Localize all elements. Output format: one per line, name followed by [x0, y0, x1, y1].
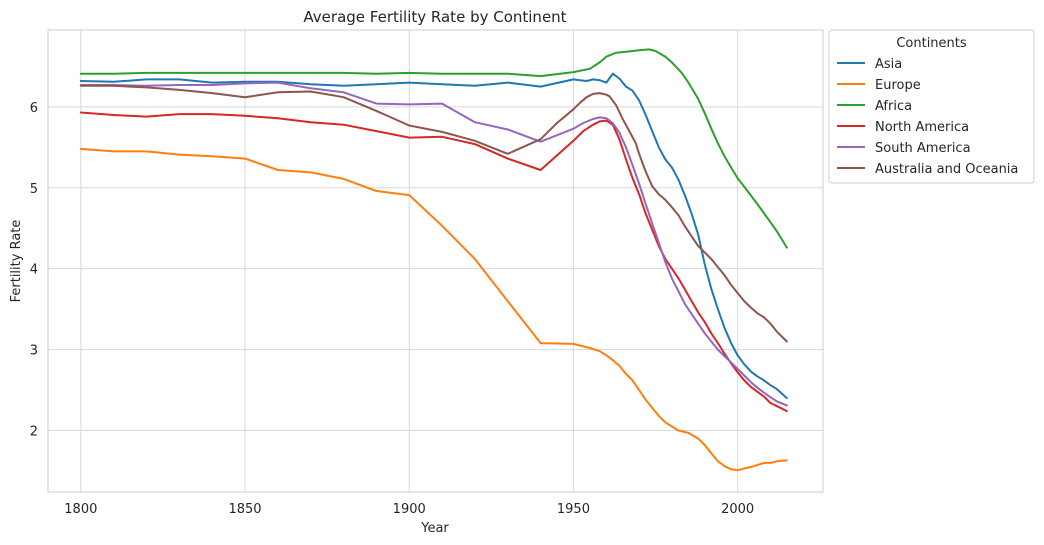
legend-label-south-america: South America — [875, 141, 971, 156]
series-line-asia — [79, 72, 788, 400]
series-line-australia-and-oceania — [79, 84, 788, 343]
plot-frame — [47, 29, 824, 493]
series-line-south-america — [79, 81, 788, 407]
x-tick-label-0: 1800 — [64, 502, 97, 517]
legend-label-asia: Asia — [875, 57, 902, 72]
x-tick-label-1: 1850 — [228, 502, 261, 517]
y-tick-label-3: 5 — [30, 182, 38, 197]
x-tick-label-4: 2000 — [721, 502, 754, 517]
legend-label-europe: Europe — [875, 78, 921, 93]
x-tick-label-2: 1900 — [393, 502, 426, 517]
y-tick-label-4: 6 — [30, 101, 38, 116]
x-axis-label: Year — [420, 521, 449, 536]
series-line-europe — [79, 147, 788, 472]
chart-title: Average Fertility Rate by Continent — [303, 8, 566, 26]
y-tick-label-1: 3 — [30, 344, 38, 359]
legend-label-africa: Africa — [875, 99, 912, 114]
legend-label-australia-and-oceania: Australia and Oceania — [875, 162, 1018, 177]
series-line-africa — [79, 48, 788, 249]
legend-label-north-america: North America — [875, 120, 969, 135]
y-axis-label: Fertility Rate — [9, 220, 24, 303]
legend-title: Continents — [896, 36, 967, 51]
y-tick-label-2: 4 — [30, 263, 38, 278]
legend: Continents Asia Europe Africa North America S… — [828, 29, 1035, 184]
legend-box — [828, 29, 1035, 184]
y-tick-label-0: 2 — [30, 425, 38, 440]
plot-area: 1800 1850 1900 1950 2000 2 3 4 5 6 — [30, 29, 824, 517]
x-tick-label-3: 1950 — [557, 502, 590, 517]
series-line-north-america — [79, 111, 788, 413]
